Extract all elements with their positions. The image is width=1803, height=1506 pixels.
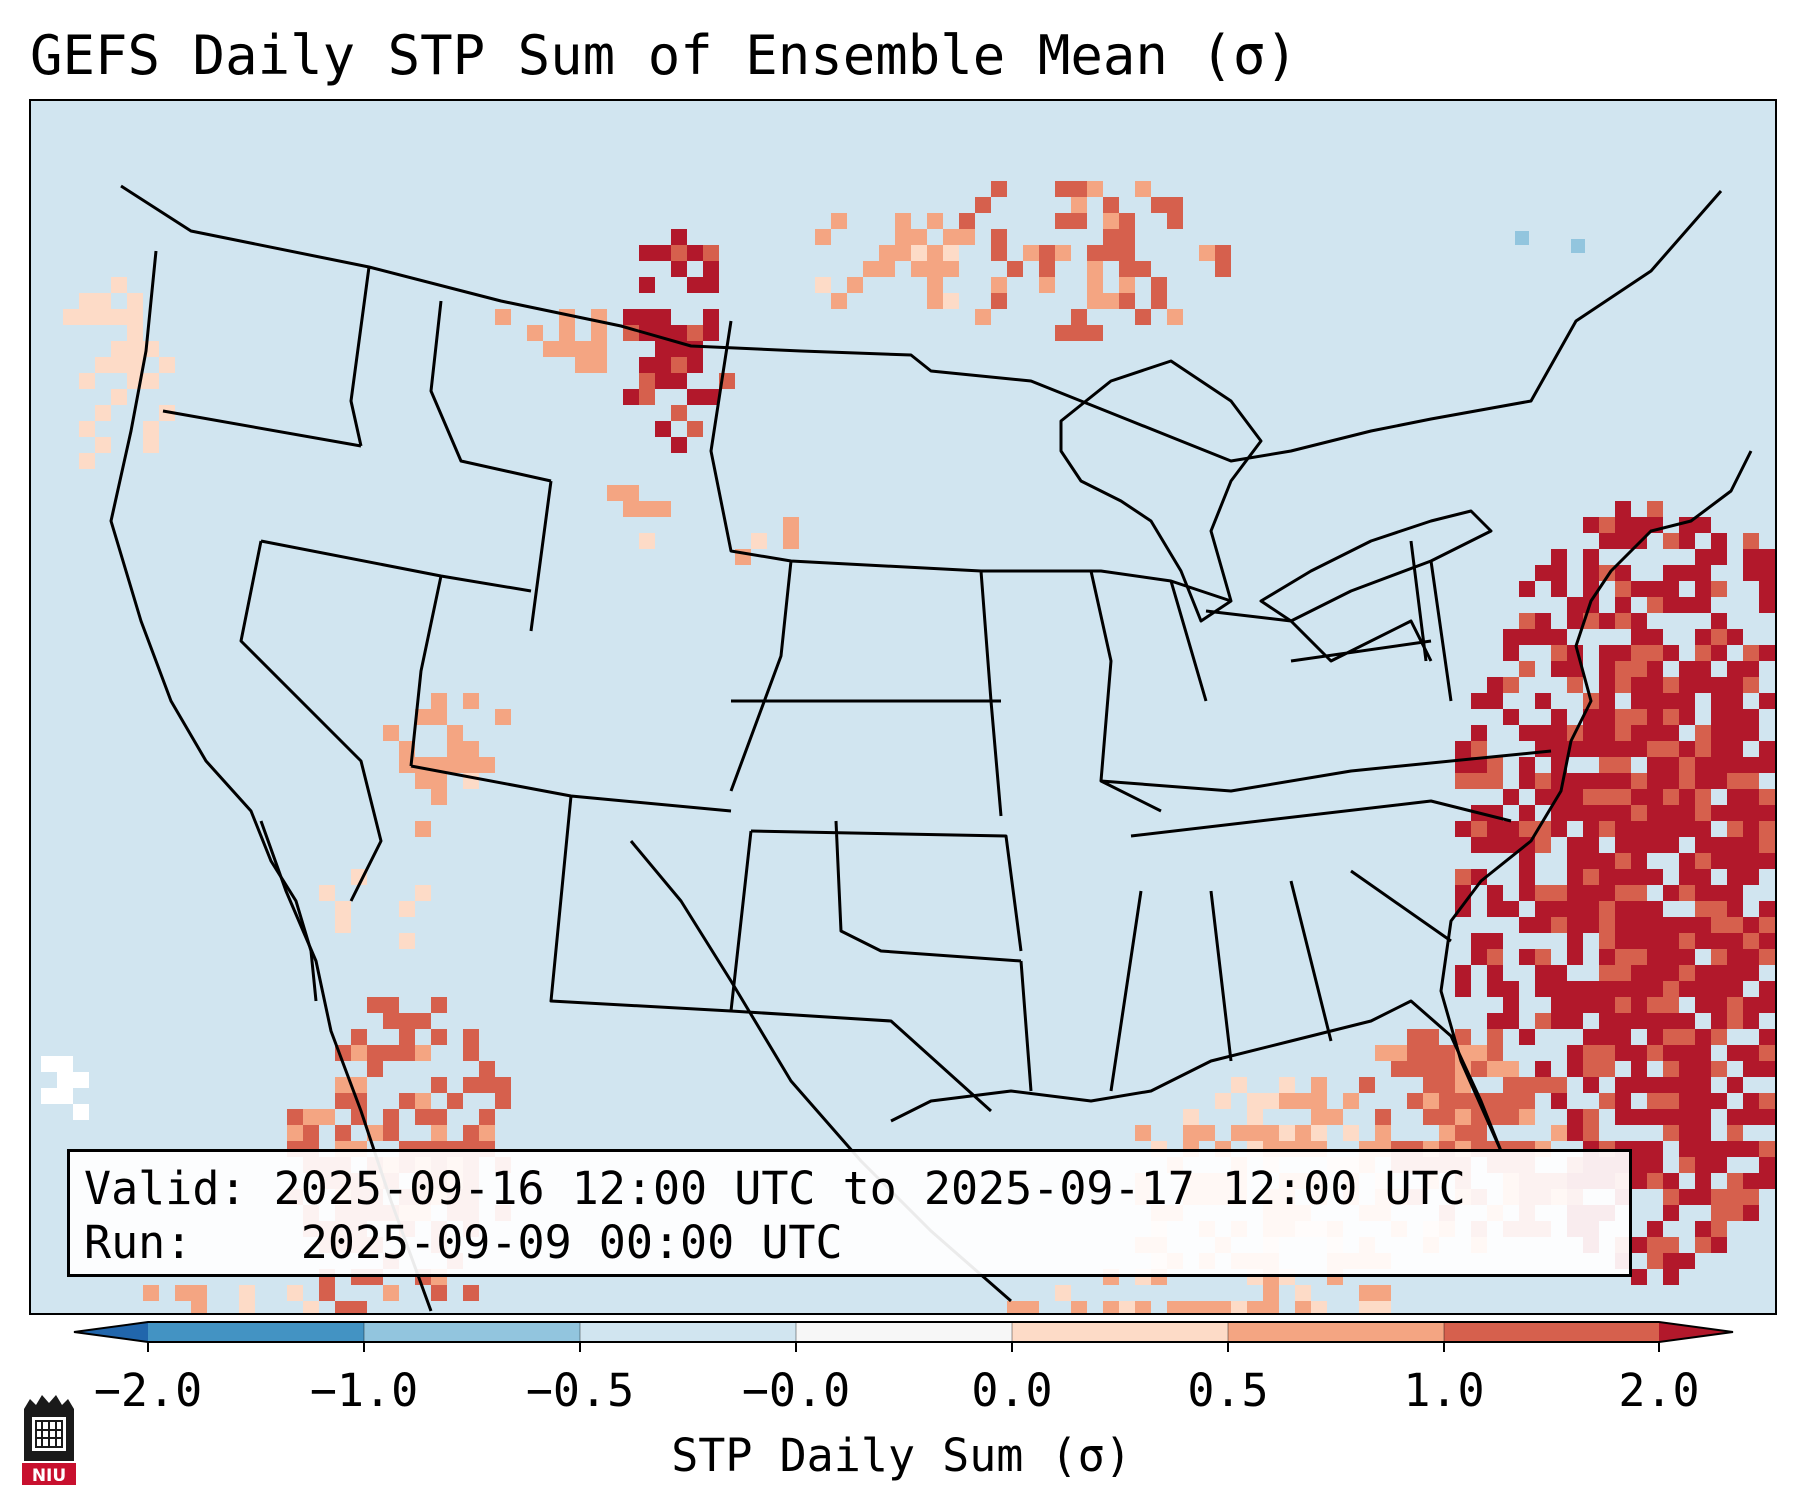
colorbar-tick-label: −2.0: [93, 1364, 203, 1417]
state-lines-west: [162, 266, 753, 1013]
colorbar-tick-label: 0.5: [1187, 1364, 1269, 1417]
state-lines-central: [709, 320, 1033, 1113]
niu-logo-icon: NIU: [22, 1395, 76, 1486]
anomaly-grid: [41, 181, 1775, 1313]
map-title: GEFS Daily STP Sum of Ensemble Mean (σ): [30, 24, 1298, 87]
great-lakes: [1059, 359, 1263, 623]
colorbar-segment: [796, 1322, 1012, 1342]
colorbar-outline: [73, 1321, 1734, 1343]
run-label: Run:: [84, 1216, 193, 1269]
colorbar-label: STP Daily Sum (σ): [671, 1429, 1132, 1482]
colorbar-tick-label: 0.0: [971, 1364, 1053, 1417]
colorbar-tick-label: 2.0: [1618, 1364, 1700, 1417]
valid-value: 2025-09-16 12:00 UTC to 2025-09-17 12:00…: [273, 1162, 1466, 1215]
valid-time-box: Valid: 2025-09-16 12:00 UTC to 2025-09-1…: [67, 1149, 1632, 1277]
colorbar-segment: [364, 1322, 580, 1342]
colorbar: [73, 1321, 1734, 1352]
map-panel: [29, 99, 1777, 1315]
colorbar-tick-label: 1.0: [1403, 1364, 1485, 1417]
run-row: Run: 2025-09-09 00:00 UTC: [84, 1216, 1629, 1270]
colorbar-extend-high: [1659, 1322, 1733, 1342]
colorbar-extend-low: [74, 1322, 148, 1342]
colorbar-segment: [1444, 1322, 1659, 1342]
valid-row: Valid: 2025-09-16 12:00 UTC to 2025-09-1…: [84, 1162, 1629, 1216]
map-boundaries: [109, 184, 1753, 1312]
colorbar-segment: [148, 1322, 364, 1342]
colorbar-segments: [74, 1322, 1733, 1352]
colorbar-tick-label: −0.0: [741, 1364, 851, 1417]
colorbar-tick-label: −1.0: [309, 1364, 419, 1417]
state-lines-east: [981, 540, 1552, 1092]
colorbar-segment: [1012, 1322, 1228, 1342]
west-coast: [109, 250, 318, 1002]
map-canvas: [41, 181, 1775, 1313]
colorbar-segment: [1228, 1322, 1444, 1342]
valid-label: Valid:: [84, 1162, 247, 1215]
colorbar-segment: [580, 1322, 796, 1342]
us-canada-border: [120, 184, 1723, 463]
lake-erie-ontario: [1259, 509, 1493, 623]
niu-logo-text: NIU: [32, 1466, 66, 1486]
run-value: 2025-09-09 00:00 UTC: [300, 1216, 843, 1269]
colorbar-tick-label: −0.5: [525, 1364, 635, 1417]
atlantic-coast: [1439, 450, 1753, 1152]
